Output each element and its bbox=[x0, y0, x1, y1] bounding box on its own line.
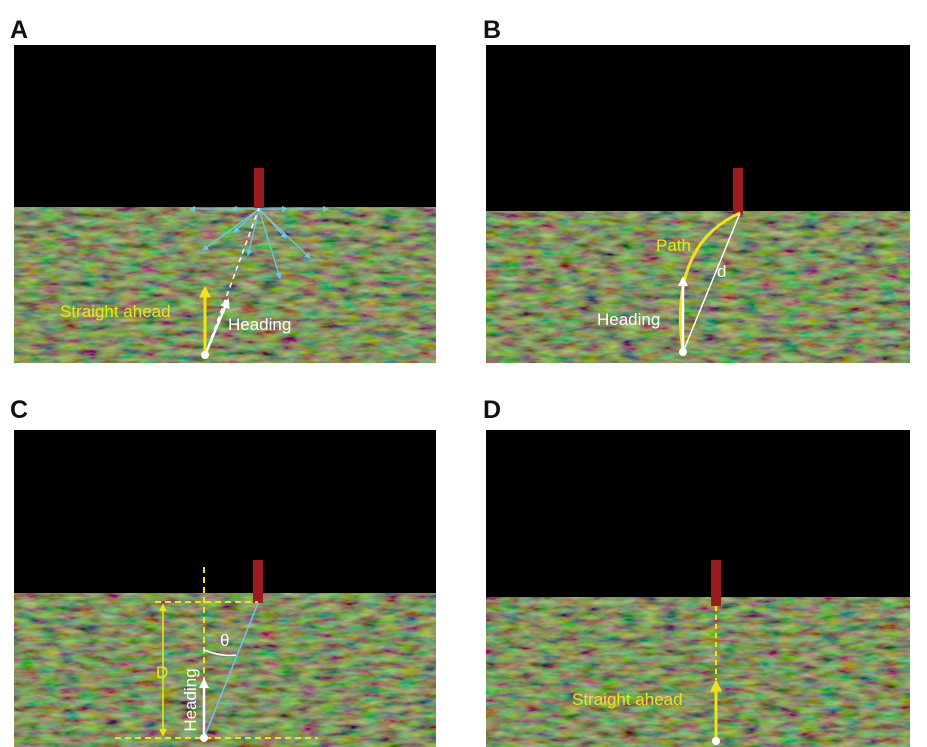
annotation: D bbox=[156, 663, 168, 682]
ground-texture bbox=[486, 597, 910, 747]
panel-label: B bbox=[483, 16, 501, 44]
ground-texture bbox=[486, 211, 910, 363]
panel-a: A Straight ahead Heading bbox=[10, 16, 436, 363]
annotation: θ bbox=[220, 631, 229, 650]
annotation: Heading bbox=[181, 668, 200, 731]
target-pole bbox=[711, 560, 721, 606]
observer bbox=[201, 351, 209, 359]
panel-label: C bbox=[10, 396, 28, 424]
panel-c: C D θ Heading bbox=[10, 396, 436, 747]
target-pole bbox=[253, 560, 263, 603]
target-pole bbox=[733, 168, 743, 215]
panel-label: D bbox=[483, 396, 501, 424]
observer bbox=[679, 348, 687, 356]
annotation: Path bbox=[656, 236, 691, 255]
annotation: Heading bbox=[228, 315, 291, 334]
annotation: Heading bbox=[597, 310, 660, 329]
annotation: Straight ahead bbox=[572, 690, 683, 709]
ground-texture bbox=[14, 593, 436, 747]
ground-texture bbox=[14, 207, 436, 363]
observer bbox=[712, 737, 720, 745]
annotation: d bbox=[717, 262, 726, 281]
figure: A Straight ahead Heading B Path d Headin… bbox=[0, 0, 927, 747]
target-pole bbox=[254, 168, 264, 208]
annotation: Straight ahead bbox=[60, 302, 171, 321]
panel-b: B Path d Heading bbox=[483, 16, 910, 363]
observer bbox=[200, 734, 208, 742]
panel-d: D Straight ahead bbox=[483, 396, 910, 747]
panel-label: A bbox=[10, 16, 28, 44]
